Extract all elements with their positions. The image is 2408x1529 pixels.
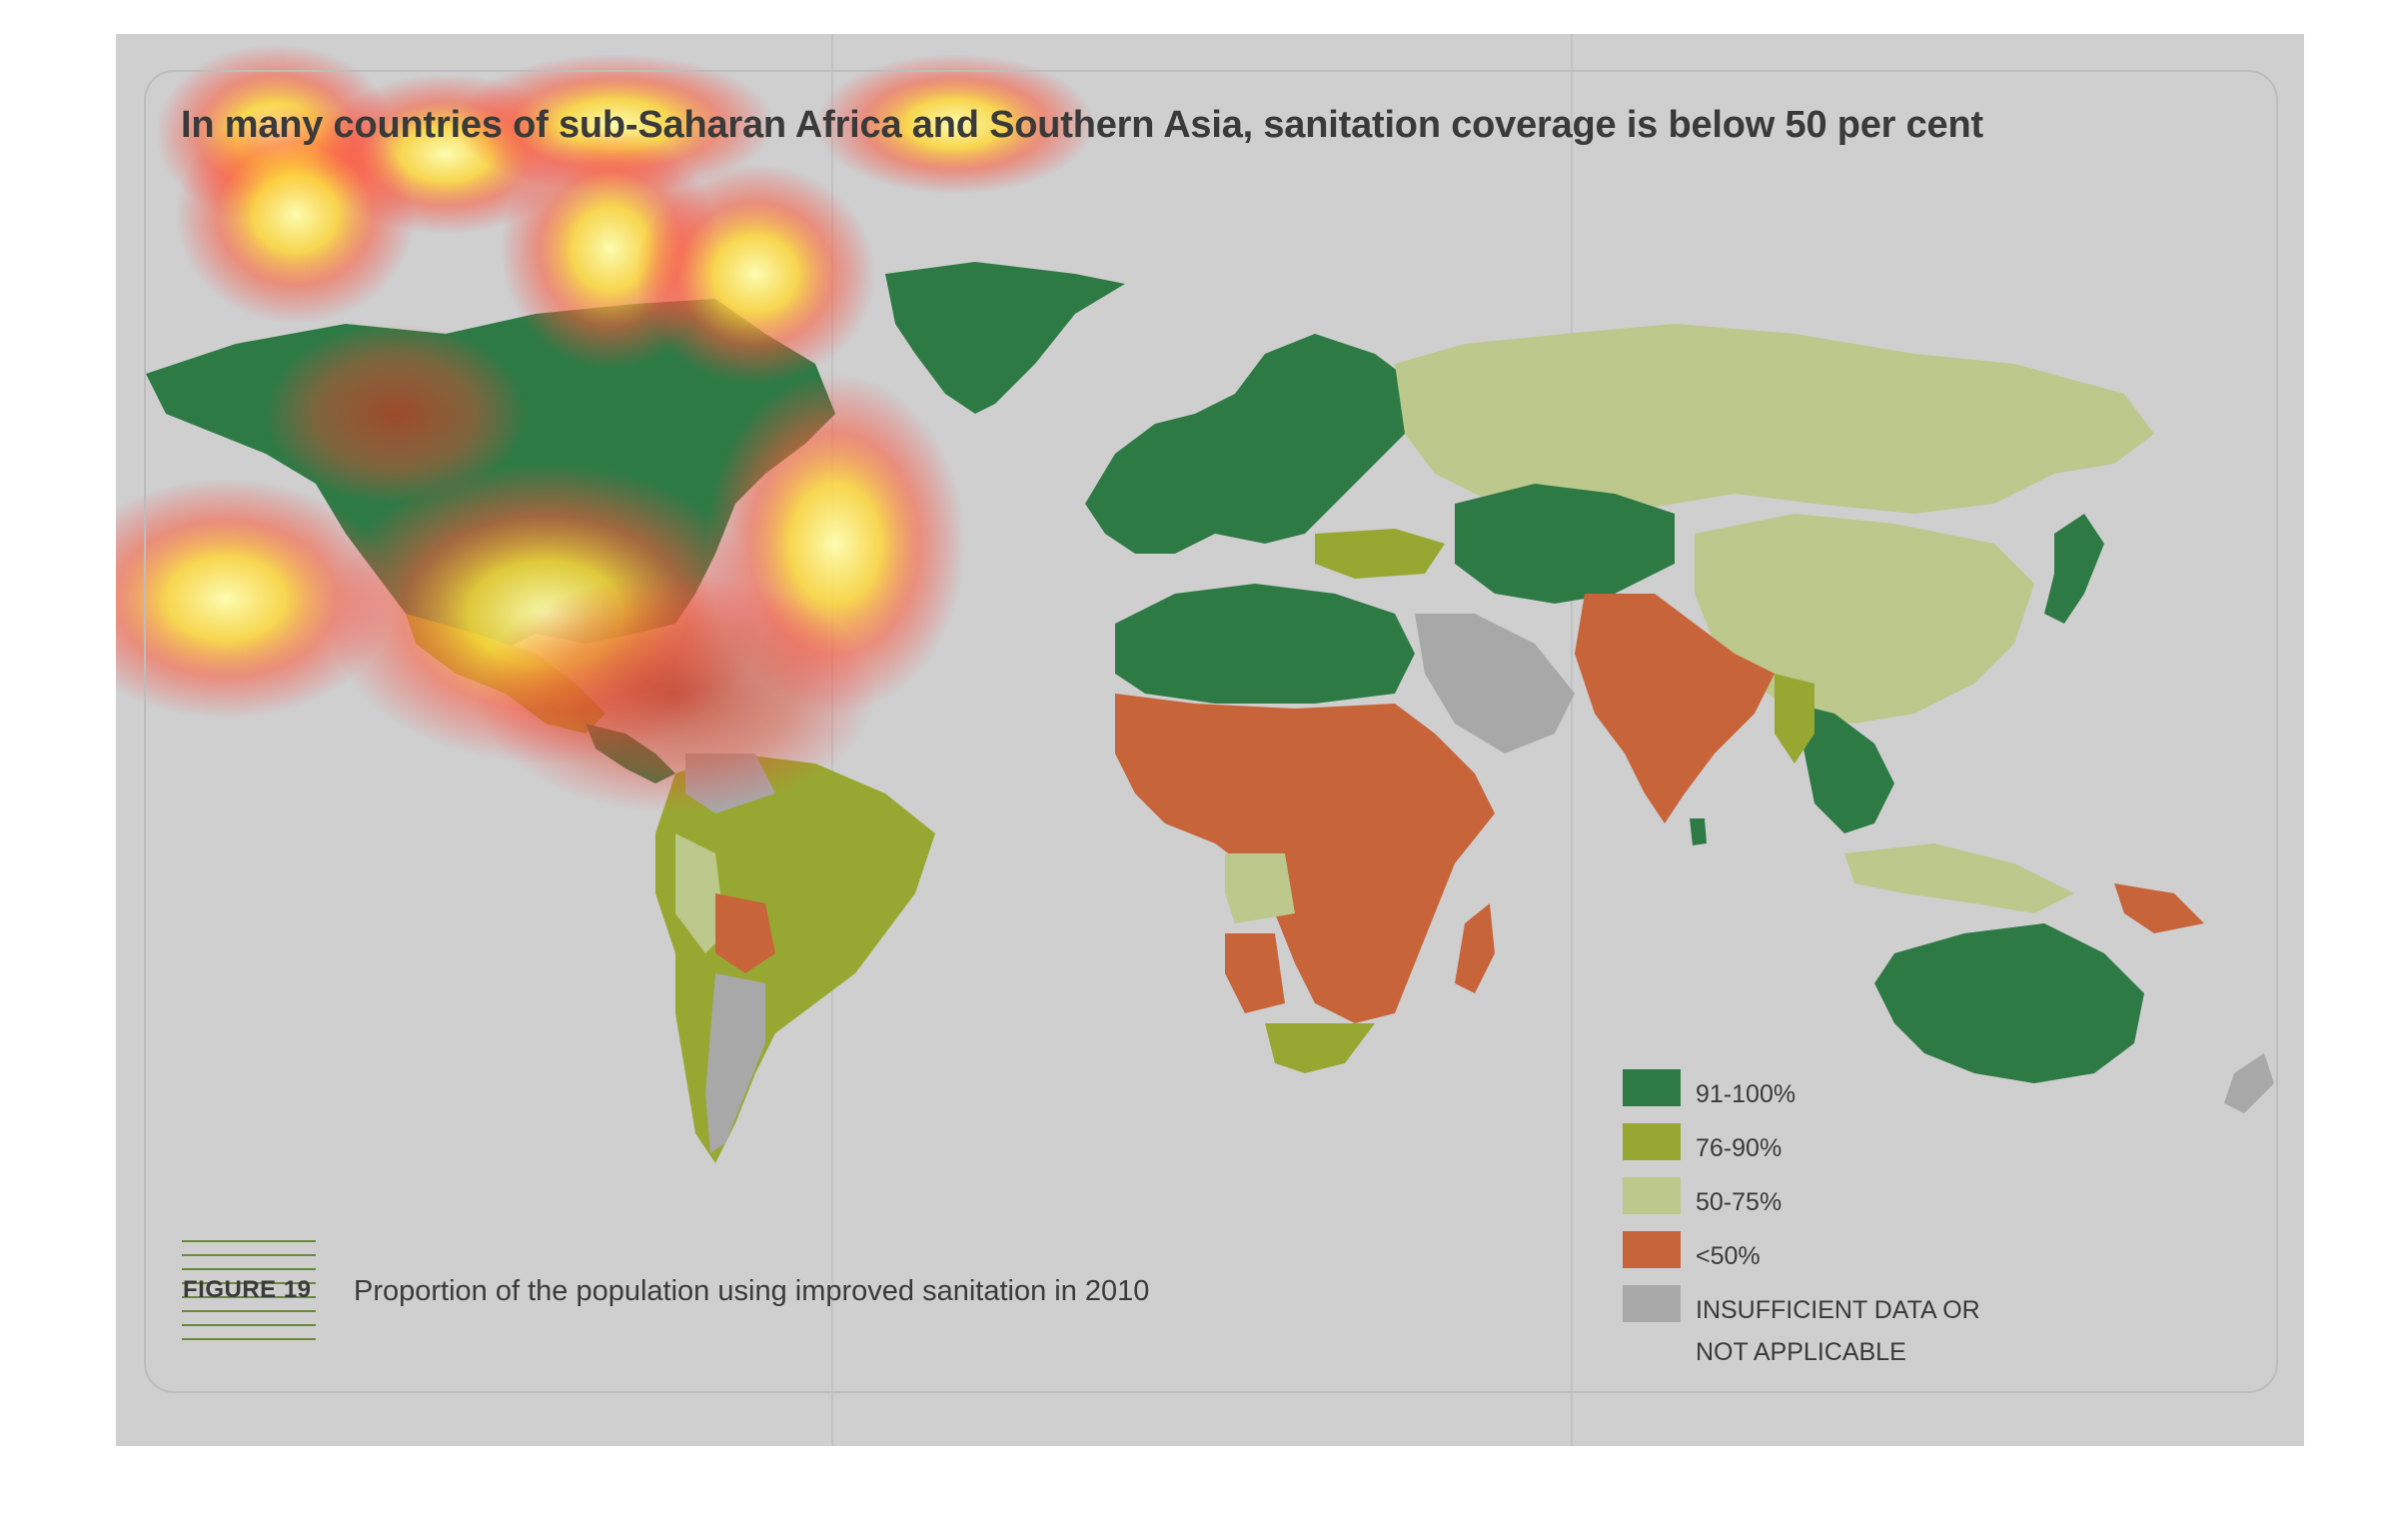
legend-swatch: [1623, 1285, 1681, 1322]
legend-swatch: [1623, 1231, 1681, 1268]
legend-label: INSUFFICIENT DATA OR NOT APPLICABLE: [1696, 1289, 1980, 1373]
region-sub-saharan-africa: [1115, 694, 1495, 1023]
legend-item: INSUFFICIENT DATA OR NOT APPLICABLE: [1623, 1285, 2082, 1366]
region-europe: [1085, 334, 1415, 554]
figure-label: FIGURE 19: [183, 1276, 312, 1303]
attention-heatmap: [116, 44, 1095, 813]
region-turkey: [1315, 529, 1445, 579]
region-north-africa: [1115, 584, 1415, 704]
region-southeast-asia: [1795, 704, 1894, 833]
legend-item: 50-75%: [1623, 1177, 2082, 1231]
legend-item: 76-90%: [1623, 1123, 2082, 1177]
region-arabian-peninsula: [1415, 614, 1575, 754]
region-australia: [1874, 923, 2144, 1083]
legend-item: <50%: [1623, 1231, 2082, 1285]
legend-label: <50%: [1696, 1242, 1761, 1270]
map-title: In many countries of sub-Saharan Africa …: [181, 104, 1983, 146]
legend-swatch: [1623, 1123, 1681, 1160]
region-myanmar: [1775, 674, 1814, 764]
figure-ornament: [182, 1240, 316, 1352]
region-china: [1695, 514, 2034, 724]
map-legend: 91-100% 76-90% 50-75% <50% INSUFFICIENT …: [1623, 1069, 2082, 1366]
legend-label: 91-100%: [1696, 1080, 1797, 1108]
region-angola: [1225, 853, 1295, 923]
region-southern-africa: [1265, 1023, 1375, 1073]
region-papua: [2114, 883, 2204, 933]
region-argentina: [705, 973, 765, 1153]
legend-label-line: NOT APPLICABLE: [1696, 1338, 1906, 1366]
region-central-asia: [1455, 484, 1675, 604]
region-indonesia: [1844, 843, 2074, 913]
fold-line: [1571, 34, 1573, 1446]
legend-item: 91-100%: [1623, 1069, 2082, 1123]
legend-label: 50-75%: [1696, 1188, 1783, 1216]
world-map: [116, 44, 2274, 1163]
figure-caption: Proportion of the population using impro…: [354, 1275, 1150, 1307]
legend-label-line: INSUFFICIENT DATA OR: [1696, 1296, 1980, 1324]
map-panel: In many countries of sub-Saharan Africa …: [116, 34, 2304, 1446]
region-madagascar: [1455, 903, 1495, 993]
region-new-zealand: [2224, 1053, 2274, 1113]
region-japan: [2044, 514, 2104, 624]
region-sri-lanka: [1690, 818, 1707, 845]
region-namibia: [1225, 933, 1285, 1013]
legend-label: 76-90%: [1696, 1134, 1783, 1162]
legend-swatch: [1623, 1069, 1681, 1106]
region-greenland: [885, 262, 1125, 414]
region-andes: [675, 833, 725, 953]
region-south-asia: [1575, 594, 1775, 823]
legend-swatch: [1623, 1177, 1681, 1214]
region-russia: [1395, 324, 2154, 524]
region-south-america: [655, 754, 935, 1163]
region-bolivia: [715, 893, 775, 973]
